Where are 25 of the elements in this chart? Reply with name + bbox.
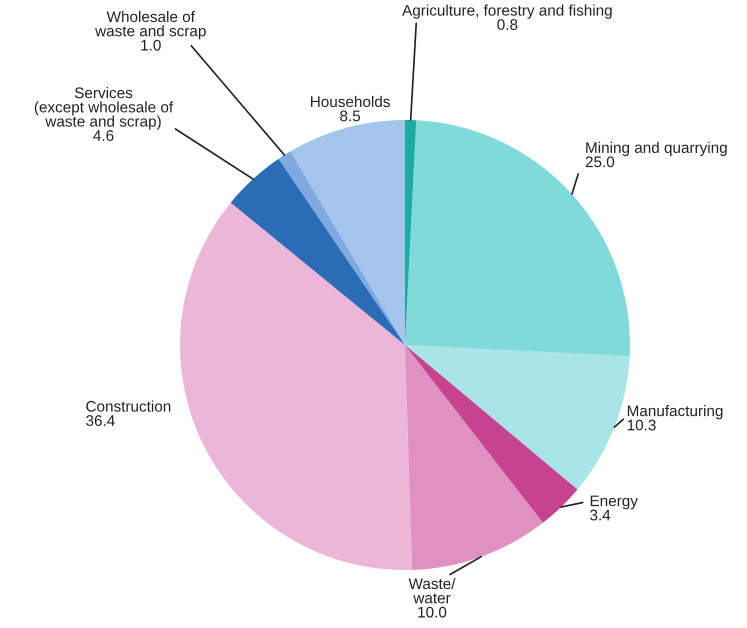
pie-slice	[278, 151, 405, 345]
slice-label: Waste/ water	[408, 578, 456, 604]
data-label: 25.0	[586, 156, 614, 168]
pie-slice	[405, 345, 543, 570]
slice-label: Energy	[590, 496, 638, 510]
pie-slice	[405, 345, 578, 523]
slice-label: Households	[311, 96, 390, 108]
slice-label: Manufacturing	[628, 405, 722, 420]
slice-label: Services (except wholesale of waste and scrap)	[34, 87, 174, 130]
data-label: 8.5	[340, 110, 360, 122]
data-label: 3.4	[590, 510, 610, 520]
data-label: 10.3	[628, 420, 656, 430]
data-label: 0.8	[497, 19, 518, 30]
pie-slice	[290, 120, 405, 345]
data-label: 1.0	[141, 40, 161, 51]
pie-slice	[230, 158, 405, 345]
slice-label: Mining and quarrying	[586, 142, 727, 156]
data-label: 36.4	[86, 415, 115, 426]
slice-label: Wholesale of waste and scrap	[95, 10, 206, 40]
pie-slice	[180, 202, 412, 570]
slice-label: Construction	[86, 400, 170, 412]
slice-label: Agriculture, forestry and fishing	[402, 4, 612, 19]
pie-slice	[405, 120, 630, 356]
data-label: 4.6	[93, 130, 114, 141]
data-label: 10.0	[418, 606, 446, 618]
